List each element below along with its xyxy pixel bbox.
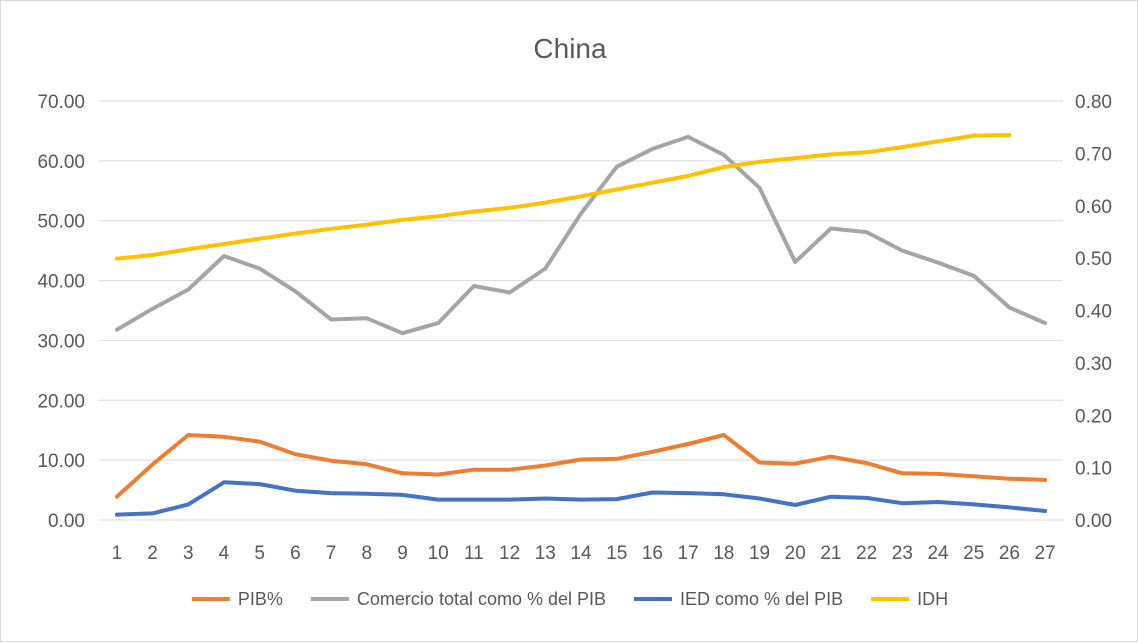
series-line-pib-: [114, 433, 1048, 499]
gridlines: [99, 100, 1063, 521]
y-right-tick-label: 0.70: [1075, 144, 1112, 165]
series-line-comercio-total-como-del-pib: [114, 134, 1048, 336]
y-right-tick-label: 0.00: [1075, 511, 1112, 532]
y-left-tick-label: 70.00: [37, 92, 85, 113]
y-left-tick-label: 40.00: [37, 272, 85, 293]
y-right-tick-label: 0.60: [1075, 197, 1112, 218]
x-tick-label: 10: [428, 543, 449, 564]
x-tick-label: 6: [290, 543, 301, 564]
x-tick-label: 2: [147, 543, 158, 564]
x-tick-label: 12: [499, 543, 520, 564]
legend-label: Comercio total como % del PIB: [357, 589, 606, 609]
x-tick-label: 26: [999, 543, 1020, 564]
x-tick-label: 17: [678, 543, 699, 564]
legend-label: PIB%: [238, 589, 283, 609]
x-tick-label: 21: [820, 543, 841, 564]
x-tick-label: 9: [397, 543, 408, 564]
x-tick-label: 15: [606, 543, 627, 564]
axis-labels: 0.0010.0020.0030.0040.0050.0060.0070.000…: [37, 92, 1112, 564]
y-left-tick-label: 30.00: [37, 331, 85, 352]
legend: PIB% Comercio total como % del PIB IED com…: [191, 589, 948, 609]
x-tick-label: 25: [963, 543, 984, 564]
x-tick-label: 4: [219, 543, 230, 564]
y-left-tick-label: 50.00: [37, 212, 85, 233]
y-right-tick-label: 0.50: [1075, 249, 1112, 270]
y-left-tick-label: 10.00: [37, 451, 85, 472]
chart-title: China: [533, 33, 607, 64]
y-right-tick-label: 0.40: [1075, 302, 1112, 323]
x-tick-label: 5: [254, 543, 265, 564]
x-tick-label: 7: [326, 543, 337, 564]
legend-label: IED como % del PIB: [680, 589, 843, 609]
x-tick-label: 16: [642, 543, 663, 564]
y-left-tick-label: 60.00: [37, 152, 85, 173]
x-tick-label: 20: [785, 543, 806, 564]
x-tick-label: 14: [570, 543, 592, 564]
series-line-idh: [114, 133, 1012, 261]
x-tick-label: 8: [361, 543, 372, 564]
y-right-tick-label: 0.30: [1075, 354, 1112, 375]
x-tick-label: 11: [464, 543, 484, 564]
y-right-tick-label: 0.20: [1075, 406, 1112, 427]
y-right-tick-label: 0.80: [1075, 92, 1112, 113]
x-tick-label: 13: [535, 543, 556, 564]
y-right-tick-label: 0.10: [1075, 459, 1112, 480]
x-tick-label: 22: [856, 543, 877, 564]
y-left-tick-label: 20.00: [37, 391, 85, 412]
x-tick-label: 1: [112, 543, 123, 564]
series-layer: [114, 133, 1048, 517]
legend-label: IDH: [917, 589, 948, 609]
x-tick-label: 24: [927, 543, 949, 564]
series-line-ied-como-del-pib: [114, 480, 1048, 517]
x-tick-label: 27: [1035, 543, 1056, 564]
x-tick-label: 3: [183, 543, 194, 564]
x-tick-label: 23: [892, 543, 913, 564]
x-tick-label: 19: [749, 543, 770, 564]
y-left-tick-label: 0.00: [48, 511, 85, 532]
x-tick-label: 18: [713, 543, 734, 564]
